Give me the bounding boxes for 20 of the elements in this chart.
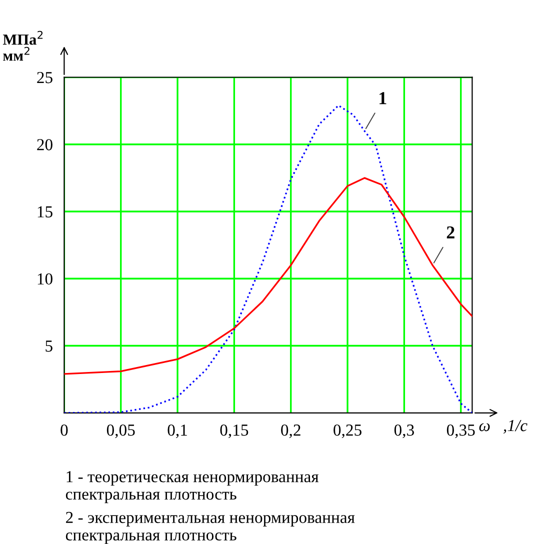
x-tick-label: 0,3 <box>394 424 414 438</box>
x-tick-label: 0,35 <box>446 424 475 438</box>
text: 1 - теоретическая ненормированная спектральная плотность <box>66 471 319 504</box>
x-tick-label: 0,05 <box>106 424 135 438</box>
x-tick-label: 0 <box>60 424 68 436</box>
y-tick-label: 15 <box>38 206 52 218</box>
y-tick-label: 25 <box>37 72 52 84</box>
y-tick-label: 20 <box>37 139 52 150</box>
x-tick-label: 0,15 <box>220 424 248 438</box>
y-tick-label: 10 <box>38 273 52 285</box>
line-series <box>64 177 472 375</box>
text: МПа$^{2}$ мм$^{2}$ <box>2 30 43 61</box>
y-tick-label: 5 <box>46 340 52 352</box>
x-tick-label: 0,25 <box>334 424 362 438</box>
x-tick-label: 0,1 <box>168 424 187 438</box>
annotation: 2 <box>446 226 454 238</box>
x-axis-title: ω ,1/c <box>479 420 528 434</box>
x-tick-label: 0,2 <box>281 424 300 438</box>
annotation: 1 <box>380 92 386 104</box>
text: 2 - экспериментальная ненормированная спектральная плотность <box>66 512 355 544</box>
